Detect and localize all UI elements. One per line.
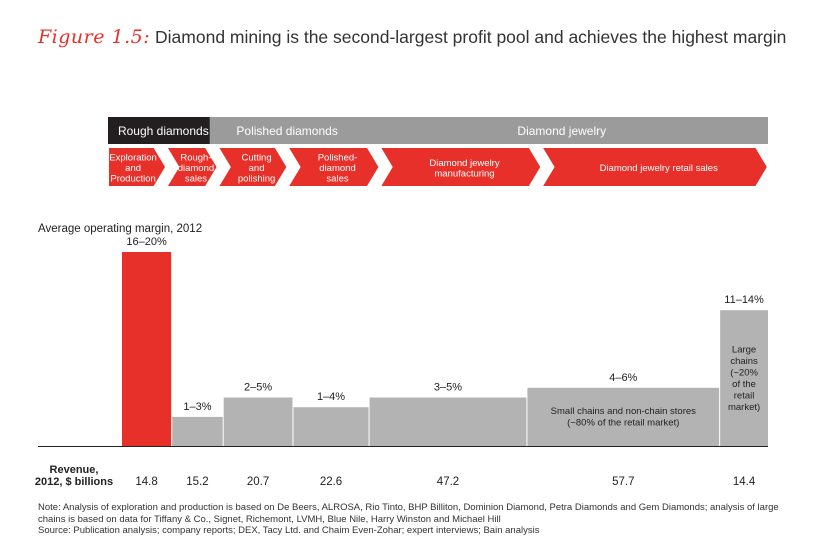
margin-label: 2–5%	[244, 382, 272, 394]
stage-label: Production	[110, 174, 155, 185]
bar	[122, 252, 172, 446]
margin-label: 1–3%	[183, 401, 211, 413]
stage-label: and	[249, 163, 265, 174]
bar-inside-label: Small chains and non-chain stores	[551, 406, 696, 417]
stage-chevron	[539, 146, 770, 188]
source-note: Source: Publication analysis; company re…	[38, 525, 540, 536]
segment-header	[355, 117, 768, 144]
stage-label: Cutting	[242, 153, 272, 164]
segment-header-label: Diamond jewelry	[517, 124, 606, 138]
stage-label: manufacturing	[434, 168, 494, 179]
revenue-value: 47.2	[437, 476, 459, 488]
stage-chevron	[164, 146, 219, 188]
margin-label: 11–14%	[724, 294, 764, 306]
bar-inside-label: chains	[730, 356, 758, 367]
figure-label: Figure 1.5:	[38, 26, 151, 48]
stage-label: Polished-	[318, 153, 358, 164]
revenue-value: 14.4	[733, 476, 756, 488]
stage-label: sales	[326, 174, 348, 185]
revenue-value: 57.7	[612, 476, 634, 488]
value-chain-chart: Rough diamonds Polished diamonds Diamond j…	[35, 117, 770, 488]
stage-label: Diamond jewelry retail sales	[600, 163, 719, 174]
stage-label: Exploration	[109, 153, 157, 164]
stage-label: sales	[185, 174, 207, 185]
stage-label: and	[125, 163, 141, 174]
segment-header	[108, 117, 219, 144]
margin-label: 16–20%	[126, 236, 167, 248]
stage-label: diamond	[319, 163, 355, 174]
revenue-value: 22.6	[320, 476, 342, 488]
bar-inside-label: (~20%	[730, 367, 758, 378]
stage-label: diamond	[178, 163, 214, 174]
bar	[720, 310, 768, 446]
bar-inside-label: retail	[734, 390, 755, 401]
revenue-value: 15.2	[186, 476, 208, 488]
title-text: Diamond mining is the second-largest pro…	[155, 27, 787, 47]
stage-label: Rough-	[180, 153, 211, 164]
bar	[223, 397, 293, 446]
stage-chevron	[215, 146, 289, 188]
segment-header-label: Polished diamonds	[236, 124, 337, 138]
stage-label: Diamond jewelry	[429, 158, 499, 169]
revenue-value: 20.7	[247, 476, 269, 488]
stage-label: polishing	[238, 174, 276, 185]
bar	[293, 407, 369, 446]
bar-inside-label: Large	[732, 344, 756, 355]
bar-inside-label: market)	[728, 402, 760, 413]
margin-label: 4–6%	[609, 372, 637, 384]
stage-chevron	[285, 146, 381, 188]
stage-chevron	[377, 146, 543, 188]
bar-inside-label: (~80% of the retail market)	[567, 418, 679, 429]
bar	[172, 416, 223, 446]
y-axis-label: Average operating margin, 2012	[38, 223, 202, 235]
footnote: Note: Analysis of exploration and produc…	[38, 502, 779, 525]
bar-inside-label: of the	[732, 379, 756, 390]
segment-header	[209, 117, 365, 144]
chart-title: Figure 1.5: Diamond mining is the second…	[38, 26, 786, 48]
stage-chevron	[107, 146, 168, 188]
margin-label: 3–5%	[434, 382, 462, 394]
margin-label: 1–4%	[317, 391, 345, 403]
revenue-row-label: 2012, $ billions	[35, 476, 113, 488]
revenue-row-label: Revenue,	[50, 464, 99, 476]
bar	[369, 397, 527, 446]
segment-header-label: Rough diamonds	[118, 124, 209, 138]
bar	[527, 387, 720, 446]
revenue-value: 14.8	[135, 476, 157, 488]
